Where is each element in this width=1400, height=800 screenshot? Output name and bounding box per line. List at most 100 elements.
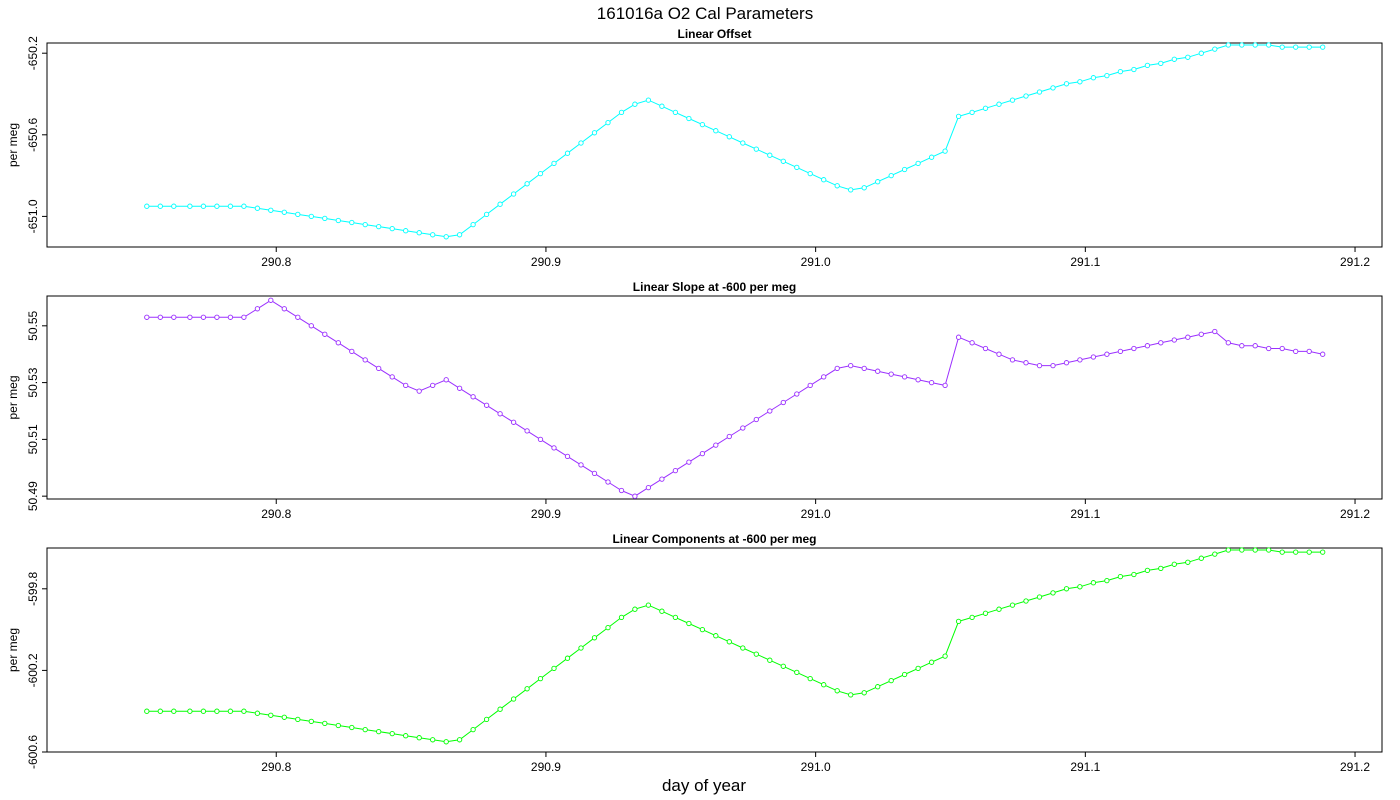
data-point [551, 665, 557, 672]
data-point [241, 314, 247, 320]
data-point [1104, 351, 1110, 357]
data-point [551, 160, 557, 167]
data-point [1185, 559, 1191, 565]
data-point [821, 374, 827, 380]
data-point [335, 722, 341, 729]
data-point [659, 608, 665, 614]
data-point [578, 140, 584, 146]
y-axis-label: per meg [6, 123, 20, 167]
data-point [281, 306, 287, 312]
data-point [1158, 340, 1164, 346]
data-point [605, 479, 611, 485]
data-point [1266, 345, 1272, 352]
panel-title: Linear Components at -600 per meg [612, 532, 816, 546]
data-point [780, 158, 786, 164]
y-tick-label: -650.2 [26, 36, 40, 70]
data-point [834, 688, 840, 694]
data-point [672, 109, 679, 116]
data-point [349, 348, 355, 355]
data-point [686, 115, 692, 122]
data-point [483, 211, 490, 218]
data-point [144, 708, 150, 714]
data-point [861, 185, 867, 191]
data-point [200, 314, 207, 320]
data-point [1198, 555, 1204, 561]
data-point [848, 187, 854, 193]
data-point [200, 708, 207, 714]
data-point [848, 362, 854, 369]
data-point [1090, 580, 1097, 586]
data-point [740, 140, 746, 146]
y-tick-label: -650.6 [26, 117, 40, 151]
data-point [645, 484, 652, 491]
data-point [443, 234, 449, 240]
data-point [403, 382, 409, 389]
data-point [524, 686, 530, 692]
data-point [456, 232, 463, 238]
data-point [996, 351, 1002, 357]
data-point [254, 306, 261, 312]
x-tick-label: 290.9 [531, 255, 561, 269]
data-point [227, 314, 234, 320]
data-point [1266, 547, 1272, 553]
data-point [618, 487, 625, 494]
data-point [645, 602, 652, 608]
data-point [187, 314, 193, 320]
data-point [157, 314, 163, 320]
panel-3: Linear Components at -600 per meg per meg… [6, 532, 1383, 774]
x-tick-label: 291.0 [801, 255, 831, 269]
y-axis-label: per meg [6, 375, 20, 419]
data-point [524, 181, 530, 187]
data-point [753, 416, 759, 423]
data-point [1144, 343, 1151, 349]
data-point [1063, 360, 1070, 366]
data-point [322, 331, 328, 337]
data-point [295, 314, 301, 320]
data-point [794, 669, 800, 676]
x-tick-label: 290.9 [531, 760, 561, 774]
data-point [241, 708, 247, 714]
data-point [888, 677, 894, 684]
data-point [659, 476, 665, 482]
data-point [510, 191, 517, 197]
y-tick-label: -600.2 [26, 653, 40, 687]
data-point [605, 119, 611, 126]
data-point [794, 391, 800, 397]
data-point [335, 217, 341, 224]
data-point [295, 211, 301, 218]
x-tick-label: 291.2 [1340, 507, 1370, 521]
data-point [497, 706, 503, 712]
data-point [834, 365, 840, 372]
data-point [537, 436, 544, 443]
data-point [834, 183, 840, 189]
data-point [996, 101, 1002, 107]
data-point [794, 164, 800, 171]
data-point [281, 714, 287, 720]
data-point [214, 203, 220, 209]
y-tick-label: 50.55 [26, 310, 40, 340]
data-point [848, 692, 854, 698]
data-point [430, 737, 436, 743]
data-point [591, 635, 598, 641]
x-tick-label: 290.9 [531, 507, 561, 521]
data-point [389, 374, 395, 380]
data-point [403, 733, 409, 739]
y-tick-label: 50.51 [26, 424, 40, 454]
data-point [1252, 42, 1258, 48]
data-point [241, 203, 247, 209]
data-point [430, 232, 436, 238]
data-point [578, 462, 584, 468]
data-point [1009, 357, 1016, 363]
data-point [389, 225, 395, 232]
data-point [470, 394, 476, 400]
data-point [982, 345, 989, 352]
series-line [146, 549, 1323, 743]
data-point [928, 154, 935, 160]
data-point [699, 626, 706, 633]
data-point [1090, 75, 1097, 81]
data-point [659, 103, 665, 109]
data-point [807, 675, 813, 682]
panels: Linear Offset per meg 290.8 290.9 291.0 291.1… [6, 27, 1383, 774]
data-point [955, 113, 962, 120]
figure-title: 161016a O2 Cal Parameters [597, 4, 813, 23]
